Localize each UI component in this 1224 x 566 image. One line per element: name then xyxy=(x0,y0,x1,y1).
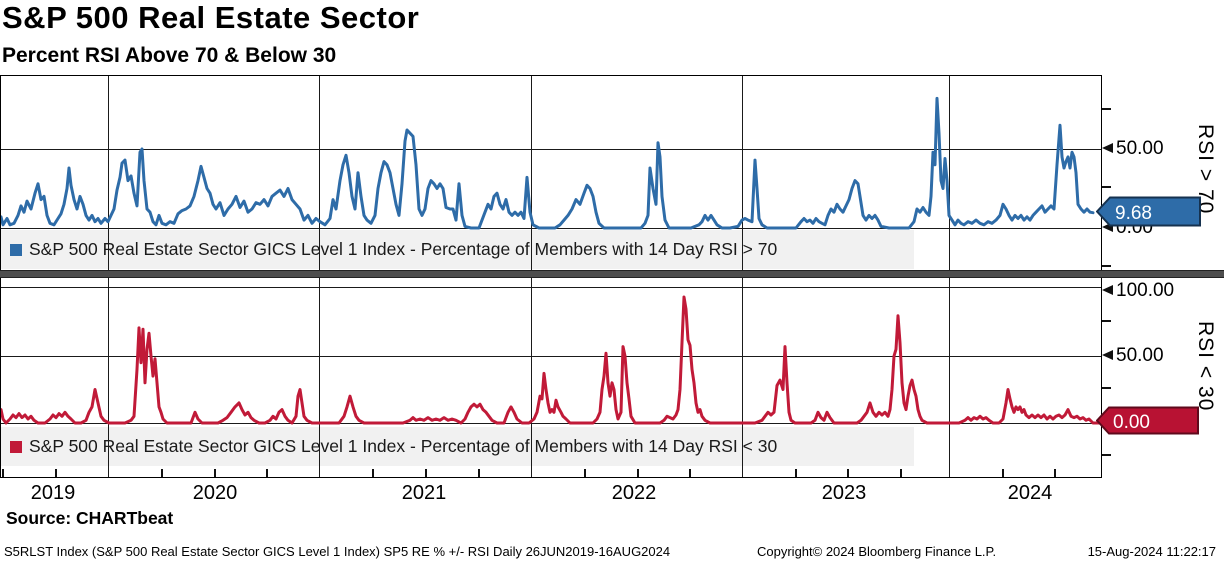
legend-row-top: S&P 500 Real Estate Sector GICS Level 1 … xyxy=(1,230,914,269)
page-title: S&P 500 Real Estate Sector xyxy=(2,0,420,35)
status-ticker-info: S5RLST Index (S&P 500 Real Estate Sector… xyxy=(4,544,671,559)
side-label-rsi-below-30: RSI < 30 xyxy=(1194,321,1217,412)
status-bar: S5RLST Index (S&P 500 Real Estate Sector… xyxy=(0,540,1224,566)
axis-minor-tick xyxy=(1102,265,1111,267)
last-value-badge-top: 9.68 xyxy=(1096,196,1201,227)
quarter-tick xyxy=(372,469,374,477)
axis-tick-label: 50.00 xyxy=(1116,345,1164,366)
last-value-top: 9.68 xyxy=(1115,203,1152,224)
quarter-tick xyxy=(161,469,163,477)
plot-area: S&P 500 Real Estate Sector GICS Level 1 … xyxy=(0,75,1103,478)
legend-row-bottom: S&P 500 Real Estate Sector GICS Level 1 … xyxy=(1,427,914,466)
last-value-badge-bottom: 0.00 xyxy=(1096,406,1199,435)
value-gridline xyxy=(1,149,1101,150)
axis-minor-tick xyxy=(1102,320,1111,322)
red-series-marker-icon xyxy=(10,440,22,453)
year-label: 2019 xyxy=(30,482,76,504)
axis-minor-tick xyxy=(1102,108,1111,110)
quarter-tick xyxy=(1002,469,1004,477)
legend-label-top: S&P 500 Real Estate Sector GICS Level 1 … xyxy=(29,239,778,259)
axis-minor-tick xyxy=(1102,186,1111,188)
side-label-rsi-above-70: RSI > 70 xyxy=(1194,124,1217,215)
quarter-tick xyxy=(795,469,797,477)
year-label: 2024 xyxy=(1007,482,1053,504)
quarter-tick xyxy=(425,469,427,477)
axis-minor-tick xyxy=(1102,387,1111,389)
axis-tick-arrow-icon xyxy=(1102,285,1113,295)
year-label: 2020 xyxy=(192,482,238,504)
quarter-tick xyxy=(847,469,849,477)
quarter-tick xyxy=(214,469,216,477)
status-datetime: 15-Aug-2024 11:22:17 xyxy=(1087,544,1216,559)
axis-tick-arrow-icon xyxy=(1102,350,1113,360)
quarter-tick xyxy=(266,469,268,477)
legend-label-bottom: S&P 500 Real Estate Sector GICS Level 1 … xyxy=(29,436,778,456)
axis-tick-arrow-icon xyxy=(1102,143,1113,153)
status-copyright: Copyright© 2024 Bloomberg Finance L.P. xyxy=(757,544,997,559)
value-gridline xyxy=(1,423,1101,424)
quarter-tick xyxy=(2,469,4,477)
legend-band-top xyxy=(1,230,914,269)
value-gridline xyxy=(1,287,1101,288)
panel-separator xyxy=(0,270,1224,278)
source-line: Source: CHARTbeat xyxy=(6,508,174,528)
rsi-above-70-line xyxy=(1,96,1095,230)
year-label: 2022 xyxy=(611,482,657,504)
axis-minor-tick xyxy=(1102,454,1111,456)
quarter-tick xyxy=(689,469,691,477)
quarter-tick xyxy=(637,469,639,477)
quarter-tick xyxy=(1054,469,1056,477)
year-label: 2023 xyxy=(821,482,867,504)
quarter-tick xyxy=(478,469,480,477)
quarter-tick xyxy=(584,469,586,477)
axis-tick-label: 100.00 xyxy=(1116,280,1175,301)
quarter-tick xyxy=(55,469,57,477)
axis-tick-arrow-icon xyxy=(1102,222,1113,232)
year-label: 2021 xyxy=(401,482,447,504)
legend-band-bottom xyxy=(1,427,914,466)
rsi-below-30-line xyxy=(1,295,1103,425)
value-gridline xyxy=(1,356,1101,357)
blue-series-marker-icon xyxy=(10,243,22,256)
series-plot xyxy=(1,96,1103,425)
page-subtitle: Percent RSI Above 70 & Below 30 xyxy=(2,44,337,67)
last-value-bottom: 0.00 xyxy=(1113,412,1150,433)
quarter-tick xyxy=(900,469,902,477)
axis-tick-label: 50.00 xyxy=(1116,138,1164,159)
